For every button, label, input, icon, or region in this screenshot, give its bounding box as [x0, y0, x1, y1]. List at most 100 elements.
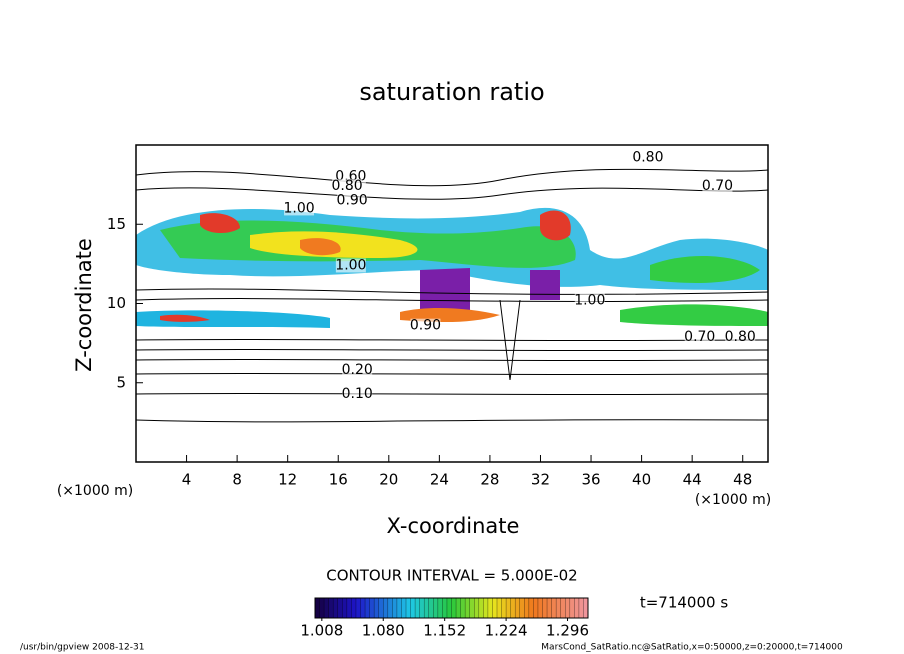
colorbar-swatch	[519, 598, 525, 618]
contour-label: 1.00	[335, 257, 366, 273]
colorbar-swatch	[469, 598, 475, 618]
colorbar-swatch	[410, 598, 416, 618]
contour-label-bg	[337, 193, 368, 208]
colorbar-swatch	[387, 598, 393, 618]
colorbar-swatch	[342, 598, 348, 618]
colorbar-swatch	[465, 598, 471, 618]
colorbar-swatch	[515, 598, 521, 618]
contour-label-bg	[335, 258, 366, 273]
colorbar-swatch	[324, 598, 330, 618]
colorbar-swatch	[456, 598, 462, 618]
colorbar-frame	[314, 597, 589, 619]
colorbar-swatch	[315, 598, 321, 618]
contour-label: 0.80	[332, 178, 363, 194]
contour-label: 0.10	[342, 386, 373, 402]
contour-label-bg	[332, 179, 363, 194]
colorbar-swatch	[583, 598, 589, 618]
colorbar-swatch	[510, 598, 516, 618]
x-tick-label: 12	[278, 471, 297, 489]
colorbar-swatch	[451, 598, 457, 618]
colorbar-swatch	[574, 598, 580, 618]
y-tick-label: 5	[116, 373, 126, 391]
x-tick-label: 44	[683, 471, 702, 489]
colorbar-swatch	[396, 598, 402, 618]
colorbar-swatch	[369, 598, 375, 618]
contour-label-bg	[342, 386, 373, 401]
contour-label: 0.80	[632, 150, 663, 166]
colorbar-swatch	[483, 598, 489, 618]
colorbar-swatch	[433, 598, 439, 618]
y-tick-label: 15	[107, 215, 126, 233]
contour-label-bg	[684, 329, 715, 344]
contour-label: 0.90	[337, 192, 368, 208]
colorbar-swatch	[578, 598, 584, 618]
colorbar-swatch	[547, 598, 553, 618]
colorbar-swatch	[415, 598, 421, 618]
x-axis-label: X-coordinate	[387, 514, 520, 538]
colorbar-swatch	[565, 598, 571, 618]
x-tick-label: 28	[480, 471, 499, 489]
colorbar-swatch	[424, 598, 430, 618]
colorbar-swatch	[401, 598, 407, 618]
colorbar-swatch	[392, 598, 398, 618]
colorbar-swatch	[460, 598, 466, 618]
contour-label-bg	[284, 201, 315, 216]
colorbar-swatch	[442, 598, 448, 618]
x-unit: (×1000 m)	[695, 492, 771, 508]
colorbar-swatch	[346, 598, 352, 618]
colorbar-swatch	[528, 598, 534, 618]
colorbar-tick-label: 1.008	[300, 622, 343, 640]
time-label: t=714000 s	[640, 594, 728, 612]
contour-label-bg	[702, 179, 733, 194]
contour-label-bg	[725, 329, 756, 344]
contour-interval: CONTOUR INTERVAL = 5.000E-02	[326, 567, 577, 585]
colorbar-swatch	[556, 598, 562, 618]
contour-label-bg	[342, 363, 373, 378]
y-tick-label: 10	[107, 294, 126, 312]
colorbar-swatch	[560, 598, 566, 618]
x-tick-label: 16	[329, 471, 348, 489]
colorbar-swatch	[428, 598, 434, 618]
colorbar-swatch	[360, 598, 366, 618]
colorbar-swatch	[492, 598, 498, 618]
colorbar-swatch	[383, 598, 389, 618]
colorbar-swatch	[537, 598, 543, 618]
colorbar-swatch	[351, 598, 357, 618]
x-tick-label: 8	[232, 471, 242, 489]
y-axis-label: Z-coordinate	[72, 238, 96, 372]
contour-label: 1.00	[283, 200, 314, 216]
colorbar-tick-label: 1.296	[546, 622, 589, 640]
colorbar-swatch	[378, 598, 384, 618]
contour-label: 0.80	[725, 329, 756, 345]
colorbar-swatch	[551, 598, 557, 618]
colorbar-swatch	[328, 598, 334, 618]
x-tick-label: 40	[632, 471, 651, 489]
contour-label: 0.70	[702, 178, 733, 194]
colorbar-swatch	[533, 598, 539, 618]
colorbar-swatch	[406, 598, 412, 618]
footer-right: MarsCond_SatRatio.nc@SatRatio,x=0:50000,…	[541, 643, 843, 653]
contour-label: 0.90	[410, 318, 441, 334]
y-unit: (×1000 m)	[57, 483, 133, 499]
colorbar-swatch	[542, 598, 548, 618]
x-tick-label: 20	[379, 471, 398, 489]
contour-label: 0.70	[684, 329, 715, 345]
colorbar-swatch	[478, 598, 484, 618]
colorbar-swatch	[365, 598, 371, 618]
colorbar-swatch	[355, 598, 361, 618]
x-tick-label: 48	[733, 471, 752, 489]
contour-label-bg	[574, 293, 605, 308]
colorbar-swatch	[524, 598, 530, 618]
colorbar-swatch	[337, 598, 343, 618]
colorbar-tick-label: 1.152	[423, 622, 466, 640]
colorbar-swatch	[506, 598, 512, 618]
colorbar-swatch	[474, 598, 480, 618]
x-tick-label: 4	[182, 471, 192, 489]
colorbar-swatch	[497, 598, 503, 618]
x-tick-label: 32	[531, 471, 550, 489]
colorbar-swatch	[446, 598, 452, 618]
footer-left: /usr/bin/gpview 2008-12-31	[20, 643, 144, 653]
colorbar-swatch	[501, 598, 507, 618]
chart-title: saturation ratio	[359, 78, 544, 106]
colorbar-swatch	[437, 598, 443, 618]
